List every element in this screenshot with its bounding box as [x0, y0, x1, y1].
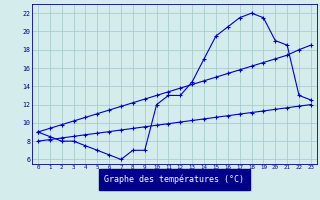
- X-axis label: Graphe des températures (°C): Graphe des températures (°C): [104, 175, 244, 184]
